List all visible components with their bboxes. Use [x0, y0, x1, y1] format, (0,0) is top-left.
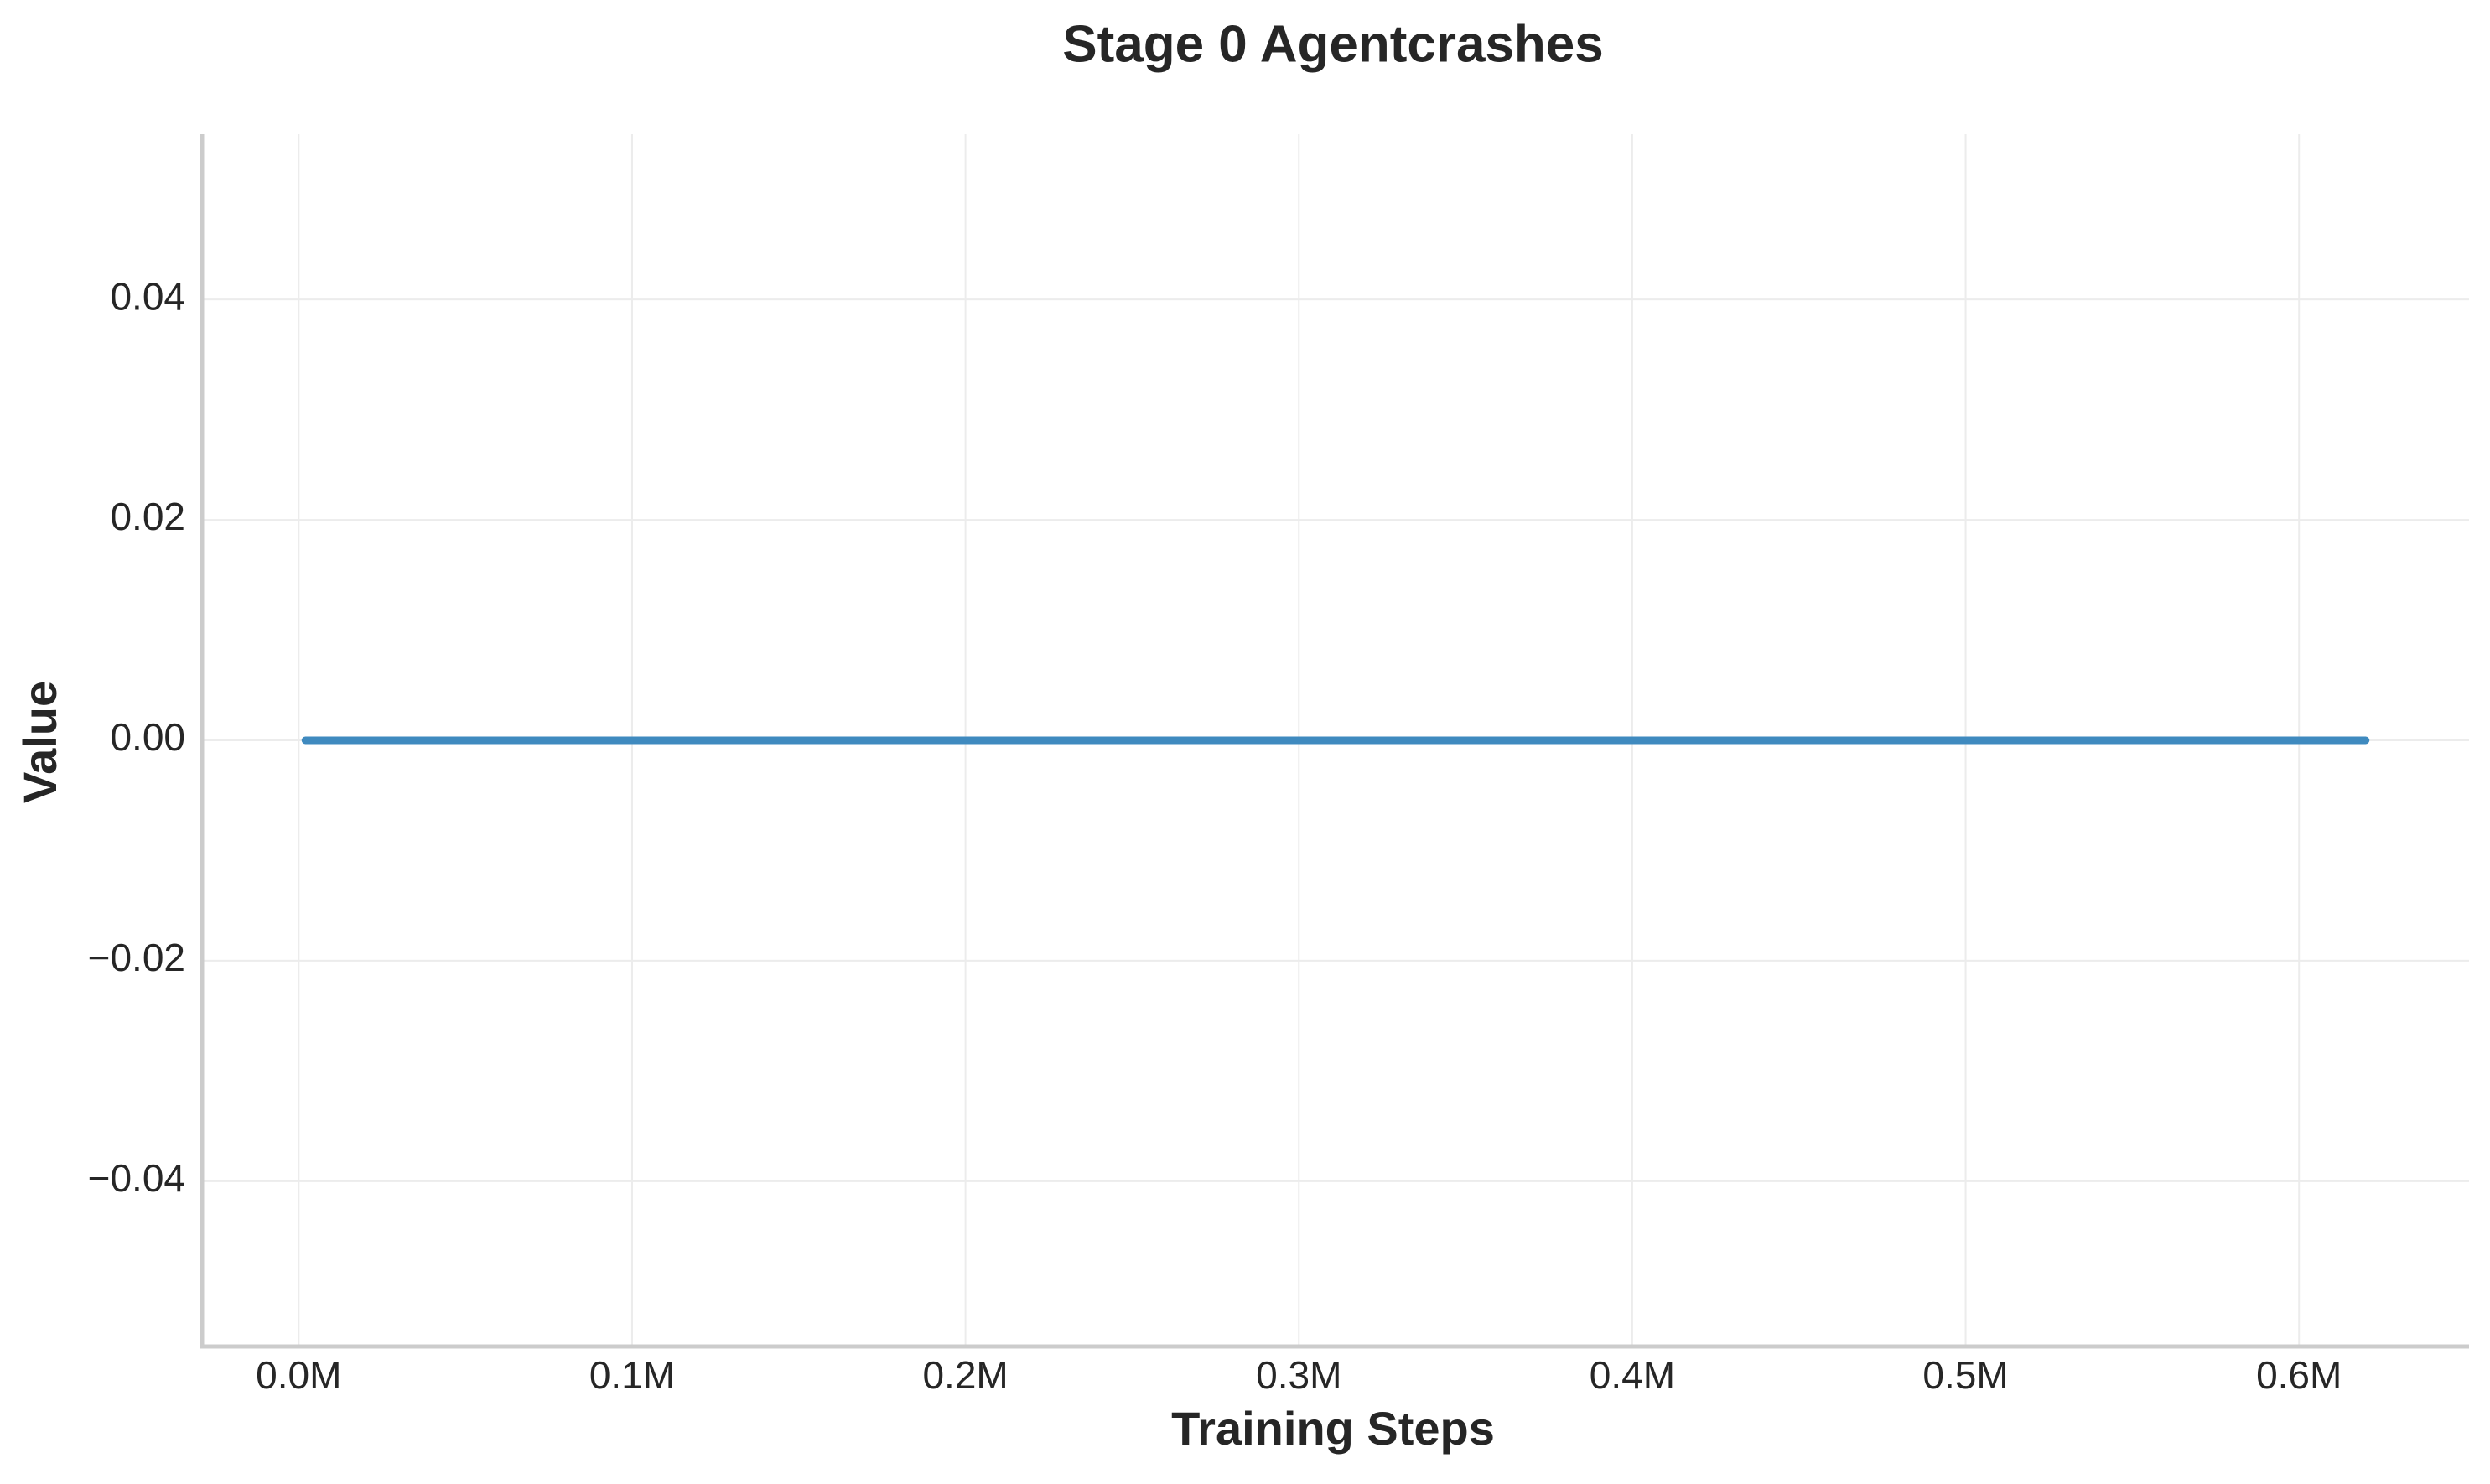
y-tick-label: −0.04: [88, 1156, 185, 1200]
x-tick-labels: 0.0M 0.1M 0.2M 0.3M 0.4M 0.5M 0.6M: [256, 1353, 2342, 1397]
y-tick-label: −0.02: [88, 936, 185, 979]
x-tick-label: 0.2M: [922, 1353, 1008, 1397]
x-tick-label: 0.0M: [256, 1353, 341, 1397]
x-axis-label: Training Steps: [1171, 1402, 1495, 1455]
y-tick-label: 0.02: [110, 495, 185, 538]
x-tick-label: 0.4M: [1590, 1353, 1675, 1397]
chart-title: Stage 0 Agentcrashes: [1062, 15, 1604, 73]
x-tick-label: 0.3M: [1256, 1353, 1341, 1397]
x-tick-label: 0.5M: [1922, 1353, 2008, 1397]
y-tick-label: 0.00: [110, 715, 185, 759]
y-tick-labels: 0.04 0.02 0.00 −0.02 −0.04: [88, 274, 185, 1200]
y-axis-label: Value: [13, 681, 66, 803]
x-tick-label: 0.1M: [589, 1353, 675, 1397]
x-tick-label: 0.6M: [2256, 1353, 2342, 1397]
y-tick-label: 0.04: [110, 274, 185, 318]
